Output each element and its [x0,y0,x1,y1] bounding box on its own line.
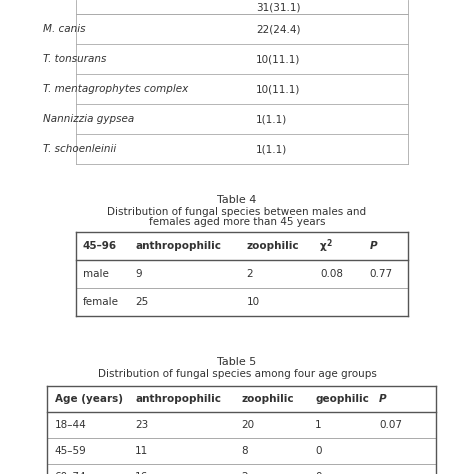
Text: female: female [83,297,119,307]
Text: 1(1.1): 1(1.1) [256,114,287,124]
Text: 45–59: 45–59 [55,446,86,456]
Text: T. schoenleinii: T. schoenleinii [43,144,116,154]
Text: 10(11.1): 10(11.1) [256,54,301,64]
Text: 2: 2 [326,238,331,247]
Text: T. tonsurans: T. tonsurans [43,54,106,64]
Text: 60–74: 60–74 [55,472,86,474]
Text: Distribution of fungal species between males and: Distribution of fungal species between m… [108,207,366,217]
Text: 25: 25 [135,297,148,307]
Text: 16: 16 [135,472,148,474]
Text: zoophilic: zoophilic [242,394,294,404]
Text: 31(31.1): 31(31.1) [256,2,301,12]
Text: 1: 1 [315,420,322,430]
Text: 45–96: 45–96 [83,241,117,251]
Text: 0: 0 [315,446,322,456]
Text: 0: 0 [315,472,322,474]
Text: 0.07: 0.07 [379,420,402,430]
Text: male: male [83,269,109,279]
Text: zoophilic: zoophilic [246,241,299,251]
Text: anthropophilic: anthropophilic [135,241,221,251]
Text: Table 5: Table 5 [218,357,256,367]
Text: P: P [379,394,387,404]
Text: geophilic: geophilic [315,394,369,404]
Text: Nannizzia gypsea: Nannizzia gypsea [43,114,134,124]
Text: 20: 20 [242,420,255,430]
Text: 18–44: 18–44 [55,420,86,430]
Text: anthropophilic: anthropophilic [135,394,221,404]
Text: Age (years): Age (years) [55,394,122,404]
Text: 22(24.4): 22(24.4) [256,24,301,34]
Text: 10(11.1): 10(11.1) [256,84,301,94]
Text: T. mentagrophytes complex: T. mentagrophytes complex [43,84,188,94]
Text: 10: 10 [246,297,260,307]
Text: 2: 2 [242,472,248,474]
Text: 11: 11 [135,446,148,456]
Text: 1(1.1): 1(1.1) [256,144,287,154]
Text: M. canis: M. canis [43,24,85,34]
Text: 9: 9 [135,269,142,279]
Text: 0.77: 0.77 [370,269,393,279]
Text: Distribution of fungal species among four age groups: Distribution of fungal species among fou… [98,369,376,379]
Text: χ: χ [320,241,327,251]
Text: females aged more than 45 years: females aged more than 45 years [149,217,325,227]
Text: 8: 8 [242,446,248,456]
Text: 2: 2 [246,269,253,279]
Text: 23: 23 [135,420,148,430]
Text: Table 4: Table 4 [217,195,257,205]
Text: P: P [370,241,377,251]
Text: 0.08: 0.08 [320,269,343,279]
